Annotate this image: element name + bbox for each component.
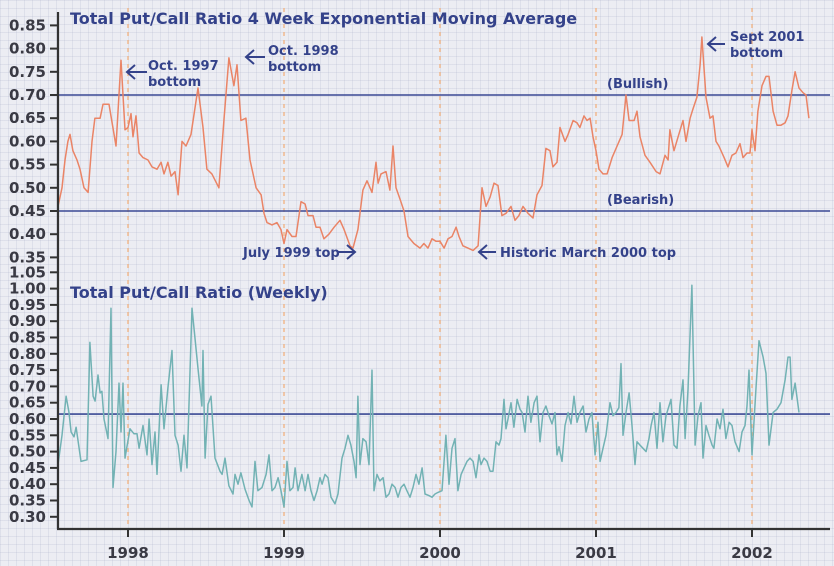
x-tick-label-1999: 1999 xyxy=(263,544,305,562)
annotation-july-1999-label: July 1999 top xyxy=(242,246,340,261)
ema-y-tick-label-0.85: 0.85 xyxy=(9,16,46,34)
annotation-oct-1998: Oct. 1998 bottom xyxy=(244,44,339,75)
ema-y-tick-label-0.35: 0.35 xyxy=(9,248,46,266)
weekly-y-tick-label-0.75: 0.75 xyxy=(9,361,46,379)
ema-panel-title: Total Put/Call Ratio 4 Week Exponential … xyxy=(70,9,577,28)
tick-labels: 1998 1999 2000 2001 20020.350.400.450.500.55… xyxy=(9,16,773,562)
annotation-oct-1997: Oct. 1997 bottom xyxy=(125,59,219,90)
weekly-y-tick-label-0.45: 0.45 xyxy=(9,459,46,477)
ema-y-tick-label-0.40: 0.40 xyxy=(9,225,46,243)
annotation-oct-1997-line2: bottom xyxy=(148,75,201,90)
weekly-y-tick-label-0.70: 0.70 xyxy=(9,377,46,395)
annotation-march-2000-label: Historic March 2000 top xyxy=(500,246,676,261)
weekly-series-line xyxy=(57,284,800,508)
weekly-y-tick-label-0.95: 0.95 xyxy=(9,296,46,314)
arrow-left-icon xyxy=(125,64,147,80)
annotation-sept-2001-line2: bottom xyxy=(730,46,783,61)
weekly-y-tick-label-0.90: 0.90 xyxy=(9,312,46,330)
arrow-left-icon xyxy=(706,36,725,52)
ema-y-tick-label-0.50: 0.50 xyxy=(9,179,46,197)
annotation-oct-1998-line1: Oct. 1998 xyxy=(268,44,339,59)
ema-series-line xyxy=(57,36,810,252)
weekly-panel-title: Total Put/Call Ratio (Weekly) xyxy=(70,283,328,302)
x-tick-label-2002: 2002 xyxy=(731,544,773,562)
annotation-sept-2001-line1: Sept 2001 xyxy=(730,30,804,45)
weekly-y-tick-label-1.00: 1.00 xyxy=(9,280,46,298)
reference-lines xyxy=(58,94,830,415)
weekly-y-tick-label-0.35: 0.35 xyxy=(9,492,46,510)
weekly-y-tick-label-0.80: 0.80 xyxy=(9,345,46,363)
x-tick-label-2001: 2001 xyxy=(575,544,617,562)
ema-y-tick-label-0.80: 0.80 xyxy=(9,40,46,58)
ema-y-tick-label-0.55: 0.55 xyxy=(9,156,46,174)
arrow-left-icon xyxy=(244,49,265,65)
annotation-sept-2001: Sept 2001 bottom xyxy=(706,30,804,61)
weekly-y-tick-label-0.30: 0.30 xyxy=(9,508,46,526)
x-tick-label-1998: 1998 xyxy=(107,544,149,562)
arrow-right-icon xyxy=(337,244,357,260)
weekly-y-tick-label-0.60: 0.60 xyxy=(9,410,46,428)
weekly-y-tick-label-0.50: 0.50 xyxy=(9,443,46,461)
ema-y-tick-label-0.45: 0.45 xyxy=(9,202,46,220)
x-tick-label-2000: 2000 xyxy=(419,544,461,562)
weekly-y-tick-label-1.05: 1.05 xyxy=(9,263,46,281)
annotation-oct-1998-line2: bottom xyxy=(268,60,321,75)
ema-y-tick-label-0.70: 0.70 xyxy=(9,86,46,104)
annotation-march-2000: Historic March 2000 top xyxy=(477,244,676,261)
ema-y-tick-label-0.75: 0.75 xyxy=(9,63,46,81)
weekly-y-tick-label-0.40: 0.40 xyxy=(9,475,46,493)
arrow-left-icon xyxy=(477,244,496,260)
bullish-label: (Bullish) xyxy=(607,77,668,92)
ema-y-tick-label-0.60: 0.60 xyxy=(9,132,46,150)
annotation-july-1999: July 1999 top xyxy=(242,244,357,261)
weekly-y-tick-label-0.85: 0.85 xyxy=(9,329,46,347)
axes xyxy=(50,12,830,537)
weekly-y-tick-label-0.65: 0.65 xyxy=(9,394,46,412)
weekly-y-tick-label-0.55: 0.55 xyxy=(9,426,46,444)
bearish-label: (Bearish) xyxy=(607,193,674,208)
annotation-oct-1997-line1: Oct. 1997 xyxy=(148,59,219,74)
series-layer xyxy=(57,36,810,508)
ema-y-tick-label-0.65: 0.65 xyxy=(9,109,46,127)
